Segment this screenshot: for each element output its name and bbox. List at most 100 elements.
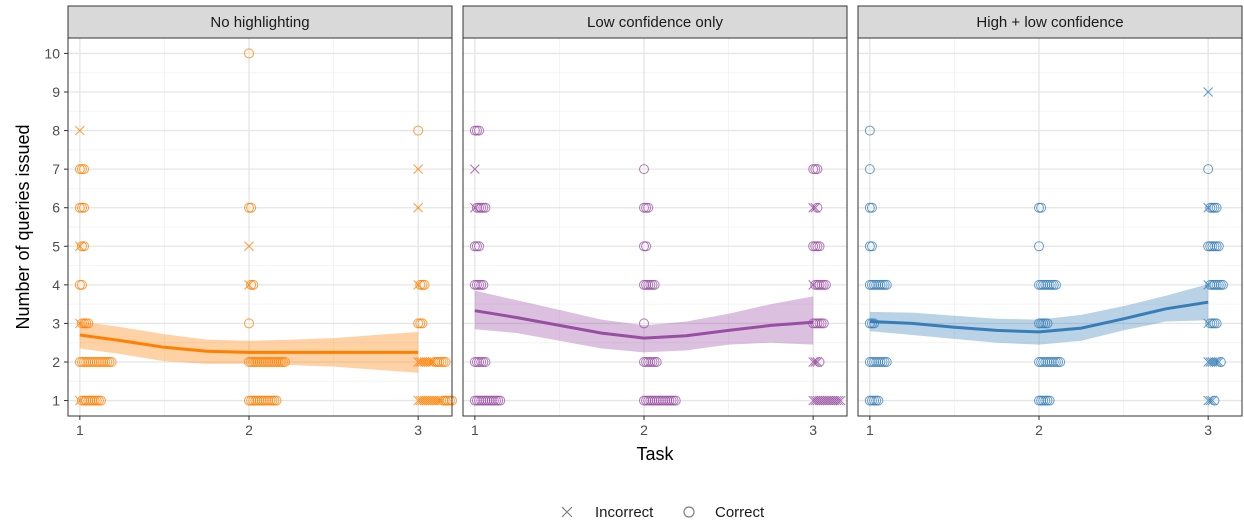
points (864, 87, 1228, 406)
point-correct (106, 357, 117, 367)
x-tick-label: 2 (245, 422, 253, 438)
gridlines (858, 38, 1242, 416)
y-tick-label: 8 (52, 123, 60, 139)
point-correct (639, 164, 650, 175)
point-correct (812, 202, 823, 213)
panel-strip (462, 5, 848, 39)
panel: No highlighting 1 2 3 (67, 5, 457, 438)
point-incorrect (244, 241, 254, 252)
point-incorrect (413, 164, 424, 174)
legend-correct-key (683, 506, 695, 518)
x-axis: 1 2 3 (76, 416, 422, 438)
point-correct (812, 164, 823, 175)
point-correct (419, 279, 430, 290)
point-correct (639, 318, 650, 329)
x-axis: 1 2 3 (866, 416, 1212, 438)
confidence-band (869, 284, 1209, 345)
point-correct (1042, 318, 1053, 329)
confidence-band (474, 290, 814, 353)
y-tick-label: 1 (52, 393, 60, 409)
point-incorrect (835, 395, 846, 406)
point-correct (271, 395, 282, 406)
y-tick-label: 4 (52, 277, 60, 293)
point-correct (814, 241, 825, 252)
point-incorrect (1207, 395, 1218, 406)
point-correct (1034, 241, 1045, 252)
x-tick-label: 3 (1204, 422, 1212, 438)
point-correct (440, 357, 451, 367)
point-correct (1044, 395, 1055, 406)
point-correct (1055, 357, 1066, 367)
y-tick-label: 10 (44, 45, 60, 61)
panel-border (67, 37, 453, 417)
point-correct (670, 395, 681, 406)
y-tick-label: 6 (52, 200, 60, 216)
point-correct (79, 202, 90, 213)
point-correct (820, 279, 831, 290)
point-correct (83, 318, 94, 329)
point-incorrect (1213, 357, 1224, 367)
point-correct (480, 357, 491, 367)
panel-border (857, 37, 1243, 417)
point-correct (413, 125, 424, 136)
smooth-line (474, 309, 814, 340)
y-axis-title: Number of queries issued (13, 124, 33, 329)
point-correct (244, 318, 255, 329)
point-correct (248, 279, 259, 290)
points (74, 48, 457, 406)
point-correct (881, 279, 892, 290)
point-correct (873, 395, 884, 406)
point-incorrect (413, 202, 424, 213)
x-tick-label: 2 (640, 422, 648, 438)
panel-title: High + low confidence (976, 14, 1123, 31)
legend-correct-label: Correct (715, 504, 765, 521)
y-tick-label: 3 (52, 315, 60, 331)
panel: High + low confidence 1 2 3 (857, 5, 1243, 438)
point-correct (279, 357, 290, 367)
point-correct (246, 202, 257, 213)
chart-panels: No highlighting 1 2 3 Low confidence only 1 2 3… (67, 5, 1243, 438)
point-correct (866, 241, 877, 252)
x-axis: 1 2 3 (471, 416, 817, 438)
panel-strip (67, 5, 453, 39)
point-correct (244, 48, 255, 59)
point-correct (641, 241, 652, 252)
point-correct (1211, 318, 1222, 329)
point-correct (474, 125, 485, 136)
legend-incorrect-label: Incorrect (595, 504, 654, 521)
point-correct (76, 279, 87, 290)
point-correct (869, 318, 880, 329)
point-incorrect (74, 125, 85, 136)
y-tick-label: 9 (52, 84, 60, 100)
smooth-line (869, 300, 1209, 334)
point-incorrect (833, 395, 844, 406)
panel-border (462, 37, 848, 417)
point-correct (864, 125, 875, 136)
y-tick-label: 2 (52, 354, 60, 370)
point-incorrect (469, 164, 480, 174)
point-correct (1209, 395, 1220, 406)
point-correct (1213, 241, 1224, 252)
point-correct (79, 241, 90, 252)
x-tick-label: 1 (866, 422, 874, 438)
point-correct (417, 318, 428, 329)
panel-title: Low confidence only (587, 14, 723, 31)
point-correct (495, 395, 506, 406)
point-correct (649, 279, 660, 290)
point-correct (478, 279, 489, 290)
x-tick-label: 3 (809, 422, 817, 438)
x-tick-label: 3 (414, 422, 422, 438)
point-correct (480, 202, 491, 213)
y-tick-label: 7 (52, 161, 60, 177)
point-correct (1211, 202, 1222, 213)
points (469, 125, 846, 406)
point-correct (814, 357, 825, 367)
point-incorrect (812, 357, 823, 367)
point-incorrect (810, 202, 821, 213)
point-correct (1217, 279, 1228, 290)
point-correct (1036, 202, 1047, 213)
point-correct (881, 357, 892, 367)
panel: Low confidence only 1 2 3 (462, 5, 848, 438)
panel-title: No highlighting (210, 14, 309, 31)
